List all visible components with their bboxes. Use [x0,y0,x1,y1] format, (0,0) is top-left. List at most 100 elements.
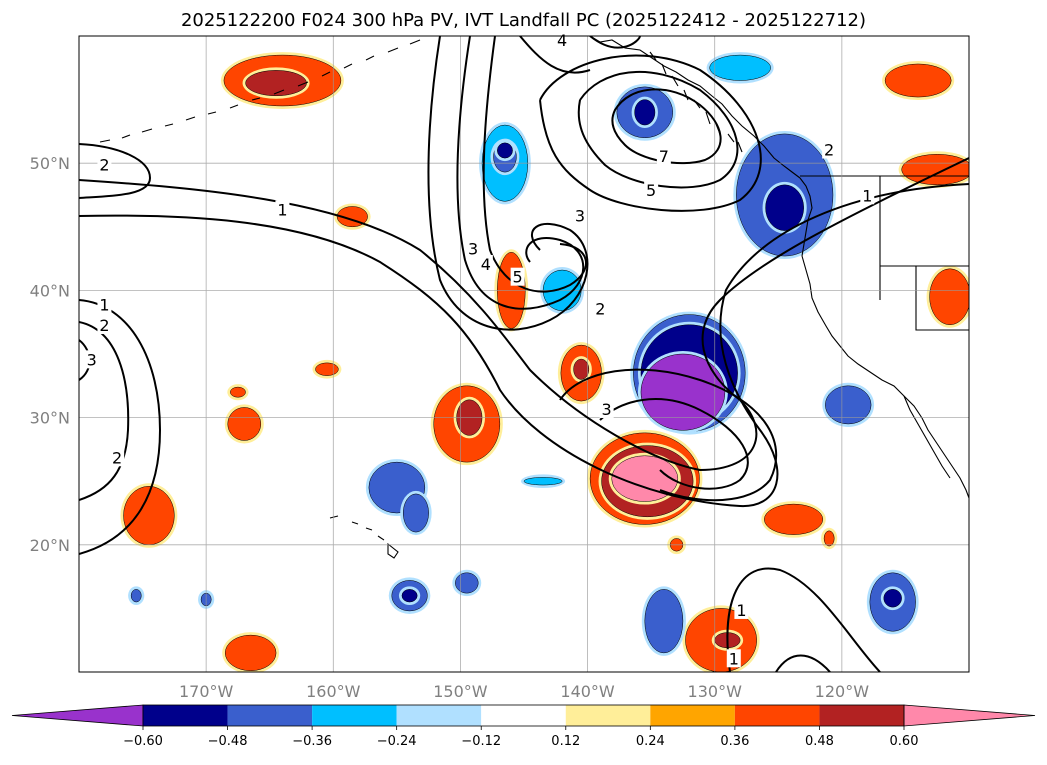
pv-anomaly-blob [822,382,875,427]
pv-anomaly-core [497,142,513,159]
pv-anomaly-core [401,589,418,603]
contour-label: 3 [87,350,97,369]
colorbar-segment [481,705,566,726]
colorbar-segment [143,705,228,726]
lat-tick-label: 40°N [30,281,70,300]
colorbar-tick-label: 0.24 [636,734,665,749]
pv-anomaly-core [709,54,771,81]
contour-label: 7 [659,147,669,166]
contour-label: 3 [602,400,612,419]
pv-anomaly-blob [570,356,592,383]
colorbar-tick-label: −0.36 [292,734,332,749]
pv-anomaly-core [224,634,277,671]
contour-label: 1 [729,649,739,668]
pv-anomaly-blob [882,60,955,101]
pv-anomaly-core [644,589,684,654]
contour-label-bg [478,254,493,273]
colorbar-segment [396,705,482,726]
pv-anomaly-blob [926,265,969,328]
contour-2-west [79,143,152,199]
contour-label-bg [734,600,749,619]
lat-tick-label: 20°N [30,536,70,555]
pv-anomaly-core [901,154,969,186]
aleutian-islands [99,39,421,143]
contour-label: 5 [513,268,523,287]
contour-5-trough [482,36,587,293]
contour-1-south [726,567,881,672]
colorbar-tick-label: −0.24 [377,734,417,749]
colorbar: −0.60 −0.48 −0.36 −0.24 −0.12 0.12 0.24 0.36 0.4… [11,704,1036,749]
pv-anomaly-blob [400,490,432,536]
contour-label-bg [572,206,587,225]
colorbar-tick-label: −0.48 [208,734,248,749]
contour-label-bg [726,649,741,668]
chart-title: 2025122200 F024 300 hPa PV, IVT Landfall… [180,10,867,31]
pv-anomaly-core [523,477,563,486]
contour-1-south-inner [775,654,831,672]
pv-anomaly-blob [706,52,774,84]
colorbar-segment [312,705,397,726]
contour-label-bg [84,350,99,369]
pv-anomaly-blob [898,151,969,188]
pv-anomaly-blob [312,359,342,379]
colorbar-segment [650,705,735,726]
pv-anomaly-core [245,70,307,97]
pv-anomaly-blob [494,139,516,162]
pv-anomaly-core [227,407,262,441]
contour-7-ridge [611,88,722,165]
contour-label-bg [656,146,671,165]
contour-label-bg [275,200,290,219]
pv-anomaly-blob [222,632,280,672]
pv-anomaly-blob [227,384,249,401]
pv-anomaly-core [640,353,726,431]
pv-anomaly-core [573,358,590,380]
axis-ticks-layer: 170°W 160°W 150°W 140°W 130°W 120°W 50°N 40°N 30… [30,154,870,701]
alaska-coast [589,36,801,179]
contour-label: 2 [99,156,109,175]
contour-3-east [599,398,749,490]
contour-label-bg [860,186,875,205]
hawaii-islands [329,515,399,559]
contour-label-bg [110,448,125,467]
contour-label: 2 [99,316,109,335]
contour-2-east [559,368,778,502]
colorbar-segment [734,705,820,726]
lon-tick-label: 150°W [433,682,488,701]
contour-label: 2 [595,299,605,318]
us-border [800,175,969,331]
contour-label-bg [97,295,112,314]
contour-label: 3 [575,207,585,226]
contour-2-ridge [79,157,969,472]
pv-anomaly-blob [631,96,658,129]
contour-label: 5 [646,181,656,200]
contour-label-bg [97,316,112,335]
pv-anomaly-core [455,572,479,594]
pv-anomaly-blob [821,527,838,550]
contour-label: 3 [468,240,478,259]
pv-anomaly-core [765,184,804,231]
contour-4-trough [456,36,585,310]
plot-area [79,36,969,672]
lon-tick-label: 170°W [179,682,234,701]
contour-4-north [519,36,641,74]
colorbar-segment [819,705,904,726]
lon-tick-label: 140°W [560,682,615,701]
pv-anomaly-blob [880,586,905,611]
lon-tick-label: 160°W [306,682,361,701]
pv-anomaly-core [823,530,835,547]
contour-label-bg [510,267,525,286]
pv-anomaly-blob [242,67,310,99]
ivt-contour-layer [79,36,969,672]
pv-anomaly-blob [521,474,566,489]
pv-anomaly-blob [452,569,482,597]
contour-label: 1 [862,186,872,205]
pv-anomaly-core [825,385,872,425]
contour-label: 1 [277,200,287,219]
contour-label-bg [97,155,112,174]
contour-1-west [79,299,162,555]
pv-anomaly-blob [641,586,686,656]
contour-label: 4 [557,31,567,50]
contour-label: 4 [481,255,491,274]
pv-anomaly-core [929,268,969,325]
